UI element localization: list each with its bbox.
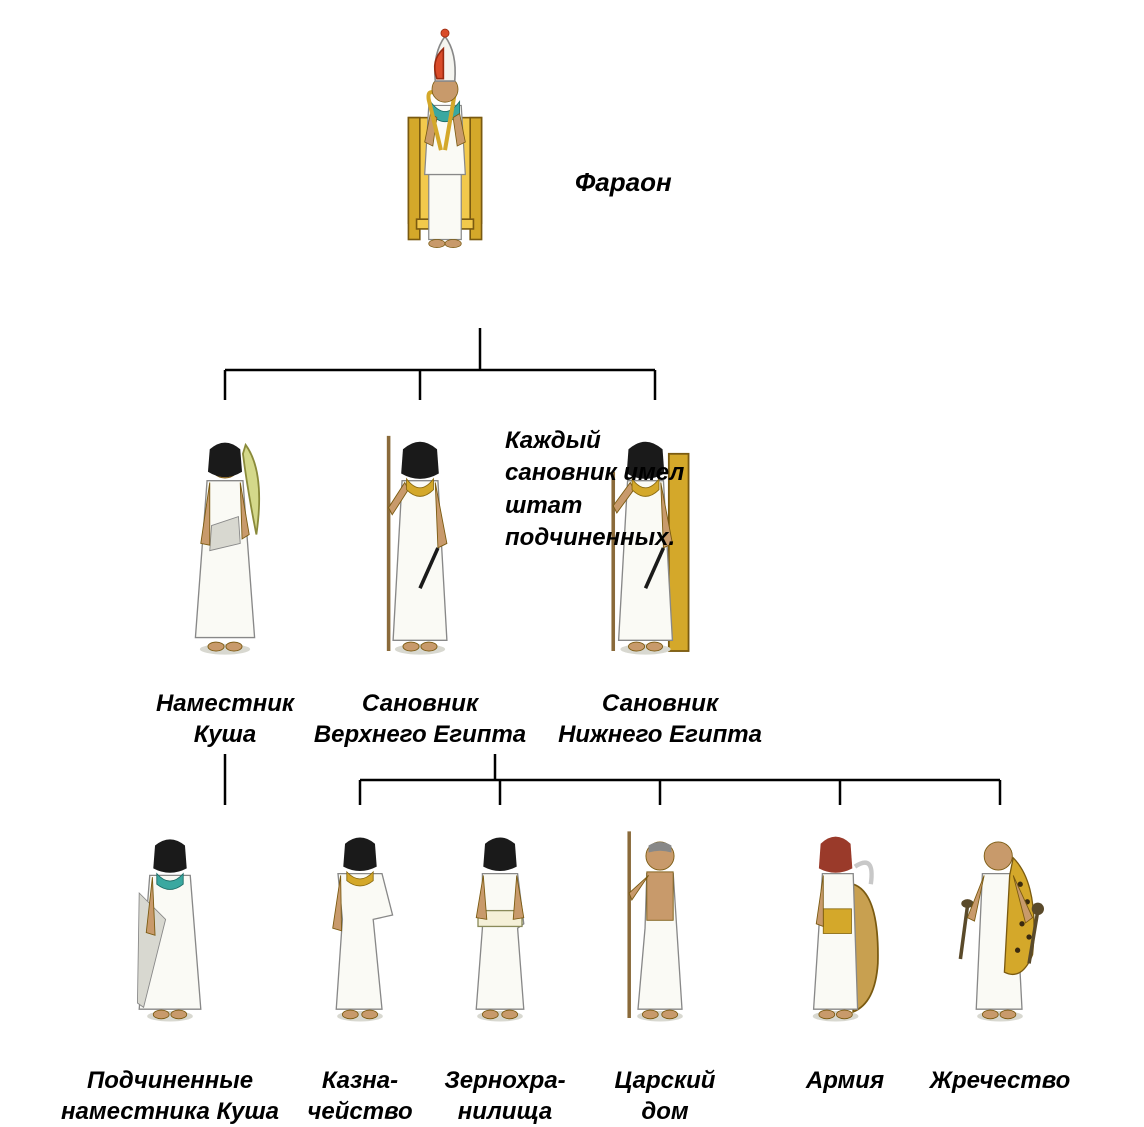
army-figure — [790, 805, 890, 1025]
node-pharaoh — [395, 12, 495, 272]
granaries-figure — [450, 805, 550, 1025]
node-treasury — [310, 805, 410, 1025]
node-priesthood — [950, 805, 1050, 1025]
treasury-figure — [310, 805, 410, 1025]
kush-governor-figure — [175, 400, 275, 660]
upper-egypt-label: Сановник Верхнего Египта — [310, 688, 530, 750]
sub-kush-label: Подчиненные наместника Куша — [60, 1065, 280, 1127]
pharaoh-figure — [395, 12, 495, 272]
treasury-label: Казна- чейство — [290, 1065, 430, 1127]
node-royal-house — [610, 805, 710, 1025]
upper-egypt-figure — [370, 400, 470, 660]
army-label: Армия — [790, 1065, 900, 1096]
priesthood-label: Жречество — [920, 1065, 1080, 1096]
royal-house-label: Царский дом — [595, 1065, 735, 1127]
node-sub-kush — [120, 805, 220, 1025]
node-army — [790, 805, 890, 1025]
sub-kush-figure — [120, 805, 220, 1025]
kush-governor-label: Наместник Куша — [140, 688, 310, 750]
priesthood-figure — [950, 805, 1050, 1025]
side-note: Каждый сановник имел штат подчиненных. — [505, 425, 685, 555]
node-upper-egypt — [370, 400, 470, 660]
royal-house-figure — [610, 805, 710, 1025]
node-granaries — [450, 805, 550, 1025]
granaries-label: Зернохра- нилища — [430, 1065, 580, 1127]
lower-egypt-label: Сановник Нижнего Египта — [550, 688, 770, 750]
node-kush-governor — [175, 400, 275, 660]
pharaoh-label: Фараон — [575, 165, 672, 200]
